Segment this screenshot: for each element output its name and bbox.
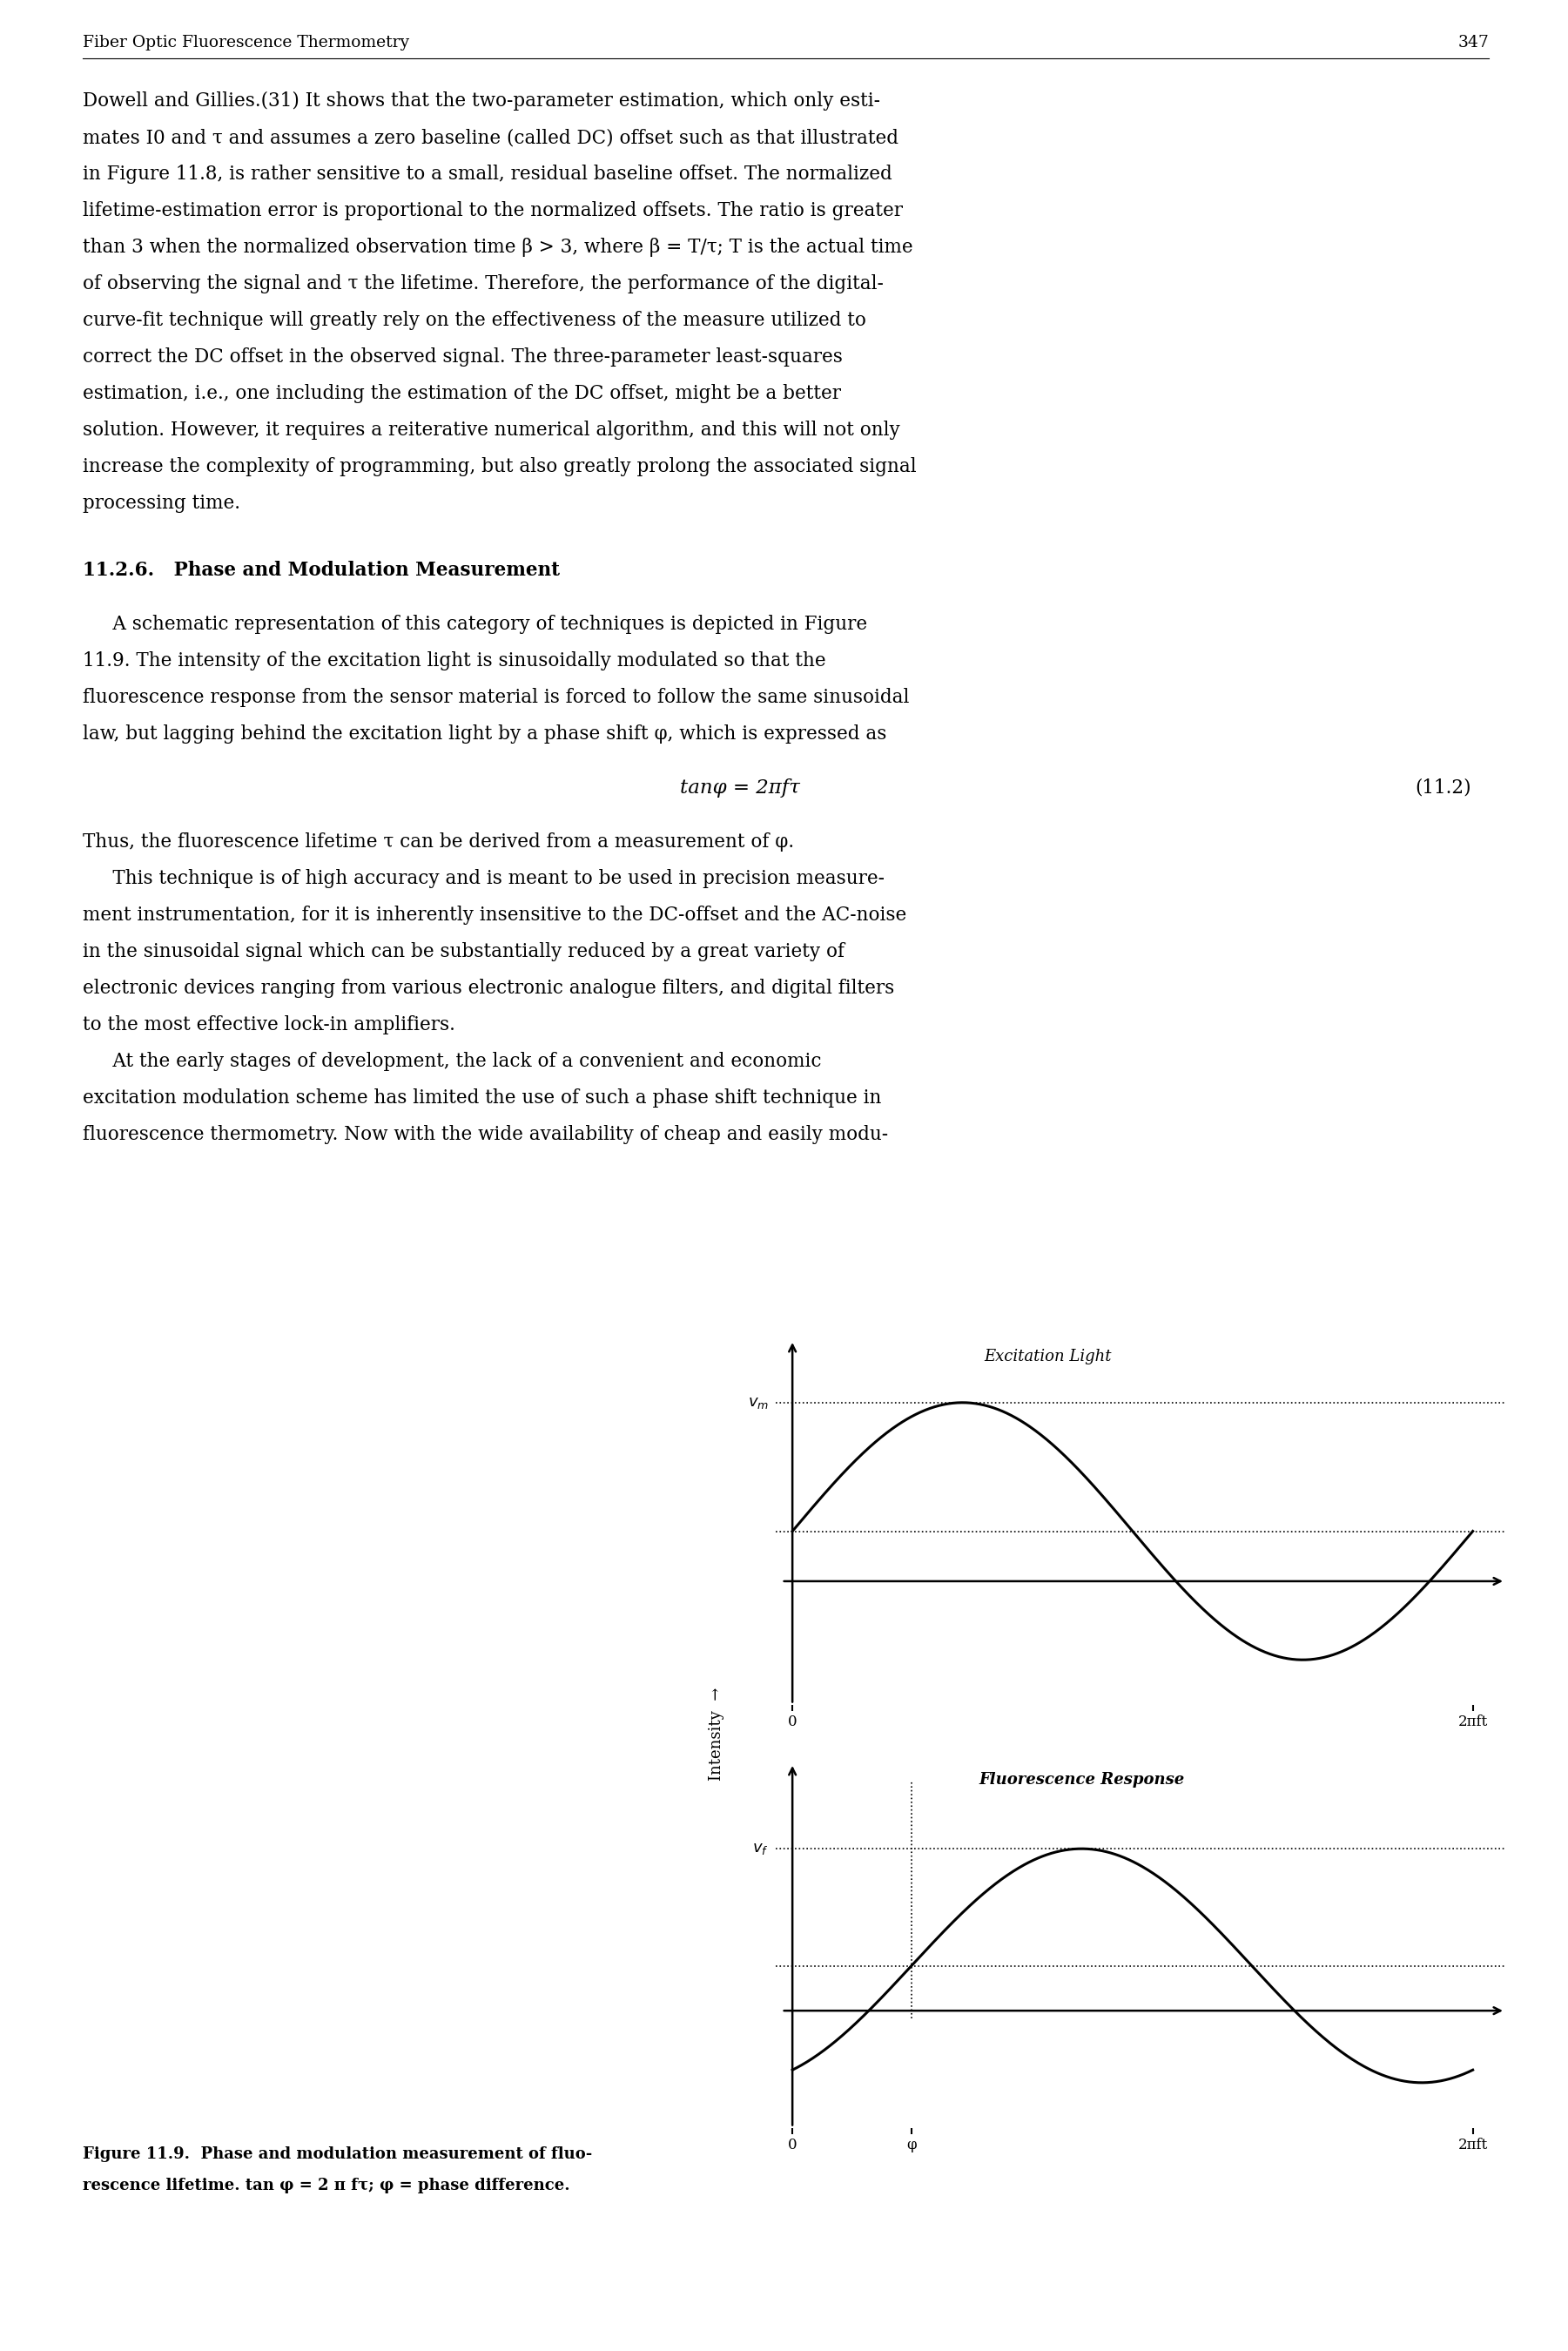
Text: Dowell and Gillies.(31) It shows that the two-parameter estimation, which only e: Dowell and Gillies.(31) It shows that th…	[83, 92, 880, 110]
Text: tanφ = 2πfτ: tanφ = 2πfτ	[681, 778, 800, 797]
Text: Fluorescence Response: Fluorescence Response	[978, 1773, 1184, 1787]
Text: (11.2): (11.2)	[1414, 778, 1471, 797]
Text: rescence lifetime. tan φ = 2 π fτ; φ = phase difference.: rescence lifetime. tan φ = 2 π fτ; φ = p…	[83, 2177, 569, 2193]
Text: 11.9. The intensity of the excitation light is sinusoidally modulated so that th: 11.9. The intensity of the excitation li…	[83, 651, 826, 670]
Text: of observing the signal and τ the lifetime. Therefore, the performance of the di: of observing the signal and τ the lifeti…	[83, 275, 884, 294]
Text: $v_m$: $v_m$	[748, 1394, 768, 1411]
Text: A schematic representation of this category of techniques is depicted in Figure: A schematic representation of this categ…	[83, 614, 867, 635]
Text: solution. However, it requires a reiterative numerical algorithm, and this will : solution. However, it requires a reitera…	[83, 421, 900, 440]
Text: Fiber Optic Fluorescence Thermometry: Fiber Optic Fluorescence Thermometry	[83, 35, 409, 49]
Text: fluorescence response from the sensor material is forced to follow the same sinu: fluorescence response from the sensor ma…	[83, 689, 909, 708]
Text: At the early stages of development, the lack of a convenient and economic: At the early stages of development, the …	[83, 1051, 822, 1072]
Text: than 3 when the normalized observation time β > 3, where β = T/τ; T is the actua: than 3 when the normalized observation t…	[83, 237, 913, 256]
Text: Thus, the fluorescence lifetime τ can be derived from a measurement of φ.: Thus, the fluorescence lifetime τ can be…	[83, 832, 793, 851]
Text: ment instrumentation, for it is inherently insensitive to the DC-offset and the : ment instrumentation, for it is inherent…	[83, 905, 906, 924]
Text: excitation modulation scheme has limited the use of such a phase shift technique: excitation modulation scheme has limited…	[83, 1089, 881, 1107]
Text: lifetime-estimation error is proportional to the normalized offsets. The ratio i: lifetime-estimation error is proportiona…	[83, 202, 903, 221]
Text: in the sinusoidal signal which can be substantially reduced by a great variety o: in the sinusoidal signal which can be su…	[83, 943, 845, 962]
Text: mates I0 and τ and assumes a zero baseline (called DC) offset such as that illus: mates I0 and τ and assumes a zero baseli…	[83, 127, 898, 148]
Text: estimation, i.e., one including the estimation of the DC offset, might be a bett: estimation, i.e., one including the esti…	[83, 383, 840, 402]
Text: correct the DC offset in the observed signal. The three-parameter least-squares: correct the DC offset in the observed si…	[83, 348, 842, 367]
Text: Figure 11.9.  Phase and modulation measurement of fluo-: Figure 11.9. Phase and modulation measur…	[83, 2146, 593, 2163]
Text: Intensity  →: Intensity →	[709, 1688, 724, 1780]
Text: electronic devices ranging from various electronic analogue filters, and digital: electronic devices ranging from various …	[83, 978, 894, 997]
Text: increase the complexity of programming, but also greatly prolong the associated : increase the complexity of programming, …	[83, 456, 916, 477]
Text: 347: 347	[1458, 35, 1488, 49]
Text: Excitation Light: Excitation Light	[983, 1349, 1112, 1364]
Text: in Figure 11.8, is rather sensitive to a small, residual baseline offset. The no: in Figure 11.8, is rather sensitive to a…	[83, 165, 892, 183]
Text: 11.2.6.   Phase and Modulation Measurement: 11.2.6. Phase and Modulation Measurement	[83, 562, 560, 581]
Text: $v_f$: $v_f$	[753, 1841, 768, 1857]
Text: curve-fit technique will greatly rely on the effectiveness of the measure utiliz: curve-fit technique will greatly rely on…	[83, 310, 866, 329]
Text: to the most effective lock-in amplifiers.: to the most effective lock-in amplifiers…	[83, 1016, 455, 1034]
Text: processing time.: processing time.	[83, 494, 240, 513]
Text: This technique is of high accuracy and is meant to be used in precision measure-: This technique is of high accuracy and i…	[83, 870, 884, 889]
Text: fluorescence thermometry. Now with the wide availability of cheap and easily mod: fluorescence thermometry. Now with the w…	[83, 1126, 887, 1145]
Text: law, but lagging behind the excitation light by a phase shift φ, which is expres: law, but lagging behind the excitation l…	[83, 724, 886, 743]
